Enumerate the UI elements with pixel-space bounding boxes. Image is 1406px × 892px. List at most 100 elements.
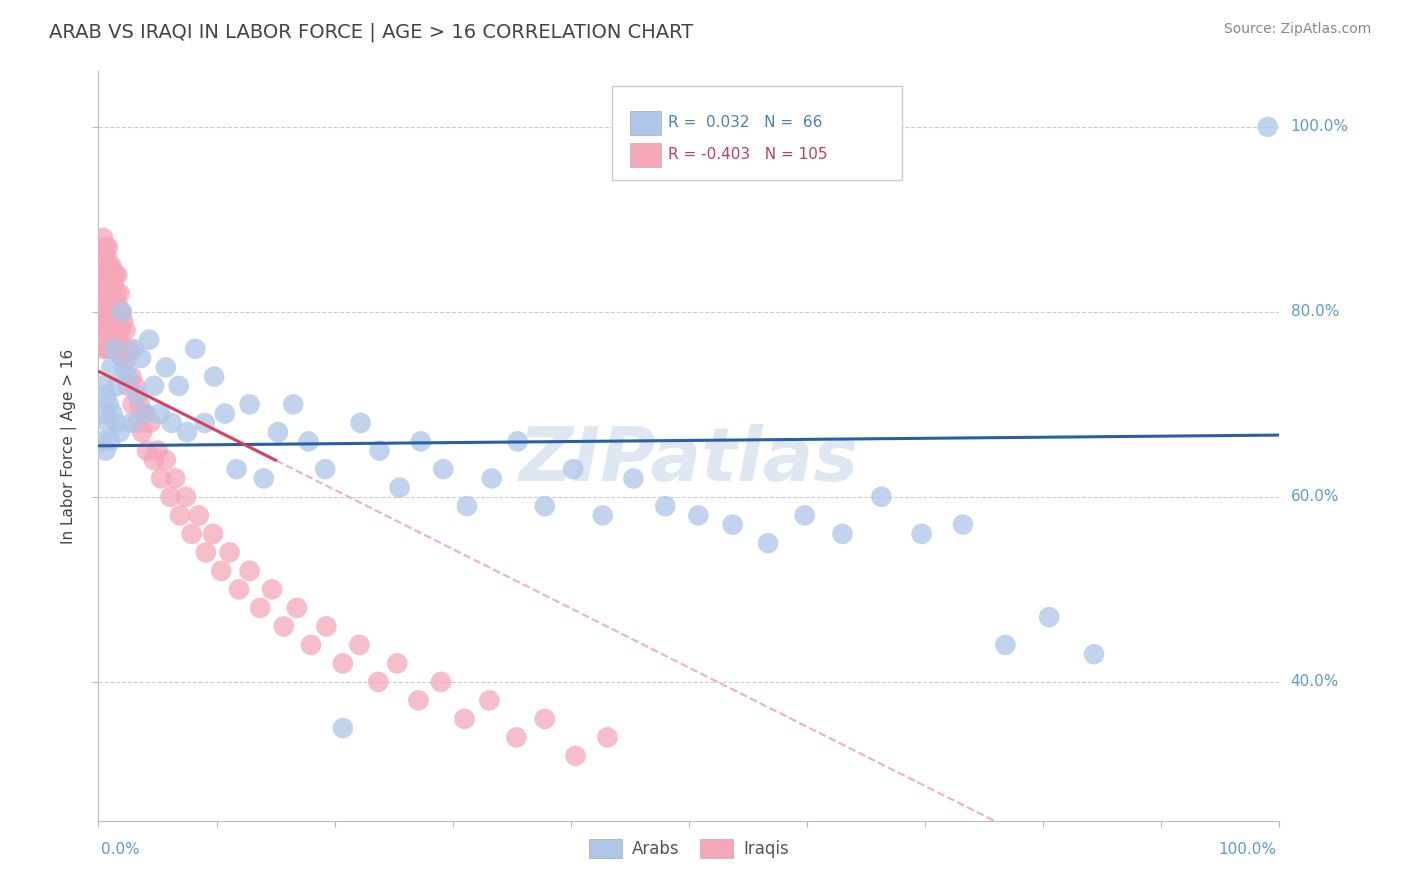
Point [910, 527, 932, 541]
FancyBboxPatch shape [630, 143, 661, 167]
Point [105, 314, 128, 328]
Text: 0.0%: 0.0% [101, 842, 141, 857]
Point [96, 249, 118, 263]
Point [562, 462, 585, 476]
Point [94, 443, 117, 458]
Point [98, 342, 121, 356]
Point [1038, 610, 1060, 624]
Point [97, 416, 120, 430]
Y-axis label: In Labor Force | Age > 16: In Labor Force | Age > 16 [60, 349, 77, 543]
Point [108, 425, 131, 439]
Point [174, 490, 197, 504]
Text: ZIPatlas: ZIPatlas [519, 425, 859, 498]
Point [91, 314, 114, 328]
Point [96, 388, 118, 402]
Point [253, 471, 276, 485]
Point [105, 295, 128, 310]
Point [93, 407, 115, 421]
Point [112, 314, 135, 328]
Point [315, 619, 337, 633]
Point [1257, 120, 1279, 134]
Text: 40.0%: 40.0% [1291, 674, 1339, 690]
Point [91, 286, 114, 301]
Point [160, 416, 183, 430]
Point [94, 240, 117, 254]
Point [167, 379, 190, 393]
Point [108, 286, 131, 301]
Point [139, 416, 162, 430]
Point [101, 323, 124, 337]
Point [194, 545, 217, 559]
Point [283, 397, 305, 411]
Point [239, 397, 262, 411]
Point [98, 277, 121, 292]
Point [98, 259, 121, 273]
Point [97, 314, 120, 328]
Point [142, 379, 165, 393]
Point [110, 323, 132, 337]
Point [96, 314, 118, 328]
Point [134, 407, 156, 421]
Text: 100.0%: 100.0% [1219, 842, 1277, 857]
Point [93, 295, 115, 310]
Point [108, 342, 131, 356]
Point [110, 305, 132, 319]
Point [432, 462, 454, 476]
Point [103, 342, 125, 356]
Point [97, 295, 120, 310]
Point [121, 369, 143, 384]
Point [150, 471, 173, 485]
Point [273, 619, 295, 633]
Point [332, 721, 354, 735]
Point [111, 351, 134, 365]
Point [97, 277, 120, 292]
Point [93, 259, 115, 273]
Point [388, 481, 411, 495]
Point [103, 277, 125, 292]
Point [387, 657, 409, 671]
Point [90, 323, 112, 337]
Point [952, 517, 974, 532]
Point [101, 268, 124, 282]
Point [100, 360, 122, 375]
Point [129, 351, 152, 365]
Point [180, 527, 202, 541]
Point [184, 342, 207, 356]
Point [93, 286, 115, 301]
Text: 60.0%: 60.0% [1291, 490, 1339, 504]
Point [142, 453, 165, 467]
Point [654, 499, 676, 513]
Point [122, 342, 145, 356]
Point [831, 527, 853, 541]
Point [104, 268, 127, 282]
Point [314, 462, 336, 476]
Point [596, 731, 619, 745]
Point [187, 508, 209, 523]
Point [534, 499, 557, 513]
Point [505, 731, 527, 745]
Point [564, 748, 586, 763]
Point [285, 600, 308, 615]
Point [994, 638, 1017, 652]
Point [96, 342, 118, 356]
Point [105, 286, 128, 301]
Point [349, 638, 371, 652]
Point [98, 286, 121, 301]
Point [169, 508, 191, 523]
Point [98, 397, 121, 411]
Point [105, 416, 128, 430]
Point [260, 582, 283, 597]
Point [688, 508, 710, 523]
Point [298, 434, 321, 449]
Point [870, 490, 893, 504]
Point [105, 379, 128, 393]
Point [112, 342, 135, 356]
Point [91, 268, 114, 282]
Point [98, 434, 121, 449]
Point [1083, 647, 1105, 661]
Point [155, 453, 177, 467]
Point [100, 314, 122, 328]
Point [592, 508, 614, 523]
Point [453, 712, 475, 726]
Point [98, 323, 121, 337]
